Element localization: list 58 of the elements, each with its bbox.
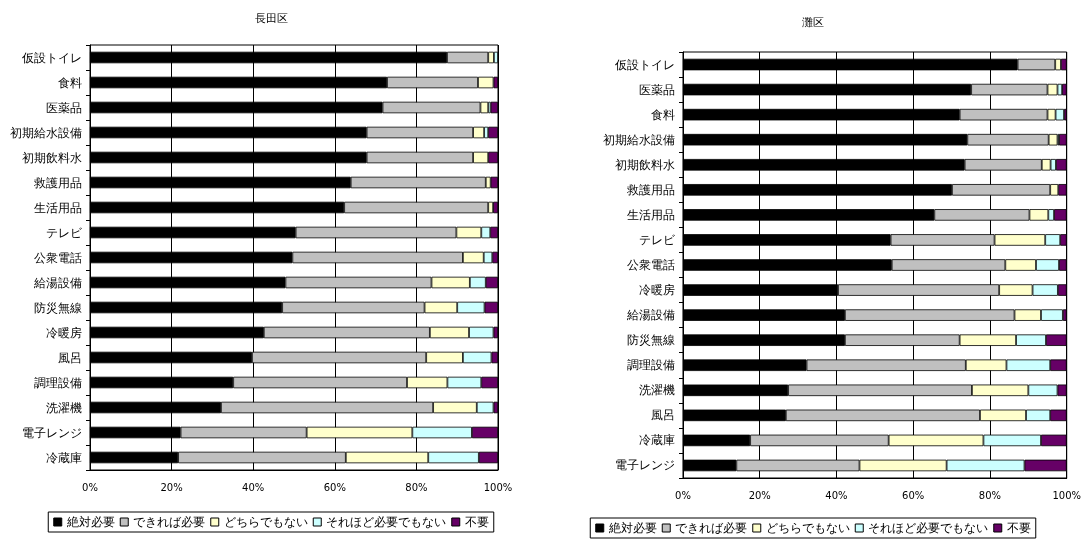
chart-title: 長田区 <box>254 12 288 25</box>
legend-label: それほど必要でもない <box>868 521 989 535</box>
x-tick-label: 0% <box>675 489 691 501</box>
y-tick-label: 冷暖房 <box>639 283 675 298</box>
legend-label: どちらでもない <box>223 515 308 529</box>
y-tick-label: 食料 <box>58 75 82 90</box>
y-tick-label: 生活用品 <box>627 207 675 222</box>
y-tick-label: 初期給水設備 <box>603 132 675 147</box>
y-tick-label: 仮設トイレ <box>614 57 675 72</box>
y-tick-label: 冷暖房 <box>46 325 82 340</box>
y-tick-label: 冷蔵庫 <box>639 433 675 448</box>
y-tick-label: 救護用品 <box>626 182 675 197</box>
legend-label: 不要 <box>1006 521 1031 535</box>
y-tick-label: 仮設トイレ <box>21 50 82 65</box>
x-tick-label: 100% <box>1052 489 1081 501</box>
chart-title: 灘区 <box>802 16 824 29</box>
y-tick-label: 初期飲料水 <box>615 157 675 172</box>
x-tick-label: 20% <box>160 481 183 493</box>
x-tick-label: 60% <box>902 489 925 501</box>
y-tick-label: 調理設備 <box>627 358 675 373</box>
x-tick-label: 60% <box>323 481 346 493</box>
y-tick-label: 防災無線 <box>34 300 82 315</box>
x-tick-label: 20% <box>748 489 771 501</box>
y-tick-label: 初期給水設備 <box>10 125 82 140</box>
y-tick-label: 洗濯機 <box>46 400 82 415</box>
x-tick-label: 100% <box>483 481 513 493</box>
y-tick-label: 公衆電話 <box>627 258 675 272</box>
legend-label: 絶対必要 <box>607 521 657 535</box>
y-tick-label: 冷蔵庫 <box>46 450 82 465</box>
legend-label: それほど必要でもない <box>326 515 447 529</box>
y-tick-label: テレビ <box>639 232 676 247</box>
legend-label: できれば必要 <box>133 515 206 529</box>
y-tick-label: 食料 <box>651 107 675 122</box>
y-tick-label: 給湯設備 <box>33 275 82 290</box>
legend-label: 絶対必要 <box>65 515 115 529</box>
y-tick-label: 医薬品 <box>639 82 675 97</box>
y-tick-label: 初期飲料水 <box>22 150 82 165</box>
y-tick-label: 防災無線 <box>627 333 675 348</box>
y-tick-label: 風呂 <box>58 350 82 365</box>
legend-label: 不要 <box>464 515 489 529</box>
y-tick-label: テレビ <box>46 225 83 240</box>
y-tick-label: 電子レンジ <box>22 425 82 440</box>
y-tick-label: 給湯設備 <box>626 308 675 323</box>
y-tick-label: 調理設備 <box>34 375 82 390</box>
legend-label: できれば必要 <box>675 521 748 535</box>
y-tick-label: 医薬品 <box>46 100 82 115</box>
x-tick-label: 0% <box>82 481 98 493</box>
x-tick-label: 40% <box>825 489 848 501</box>
y-tick-label: 生活用品 <box>34 200 82 215</box>
y-tick-label: 電子レンジ <box>615 458 675 473</box>
x-tick-label: 80% <box>405 481 428 493</box>
y-tick-label: 風呂 <box>651 408 675 423</box>
x-tick-label: 80% <box>978 489 1002 501</box>
x-tick-label: 40% <box>242 481 265 493</box>
legend-label: どちらでもない <box>765 521 850 535</box>
y-tick-label: 公衆電話 <box>34 250 82 265</box>
y-tick-label: 洗濯機 <box>639 383 675 398</box>
y-tick-label: 救護用品 <box>33 175 82 190</box>
